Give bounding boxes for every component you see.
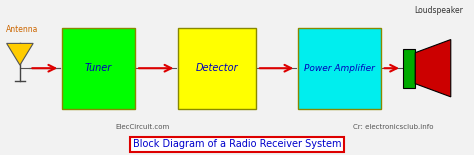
Text: Block Diagram of a Radio Receiver System: Block Diagram of a Radio Receiver System (133, 139, 341, 149)
Text: Power Amplifier: Power Amplifier (304, 64, 374, 73)
Polygon shape (415, 40, 451, 97)
Polygon shape (7, 43, 33, 65)
Bar (298, 28, 381, 108)
Bar (178, 28, 256, 108)
Text: Cr: electronicsclub.info: Cr: electronicsclub.info (353, 124, 434, 130)
Text: Antenna: Antenna (6, 25, 38, 34)
Text: Loudspeaker: Loudspeaker (414, 6, 463, 15)
Text: Tuner: Tuner (85, 63, 112, 73)
Text: ElecCircuit.com: ElecCircuit.com (115, 124, 169, 130)
Bar (403, 49, 415, 88)
Bar (62, 28, 135, 108)
Text: Detector: Detector (196, 63, 238, 73)
